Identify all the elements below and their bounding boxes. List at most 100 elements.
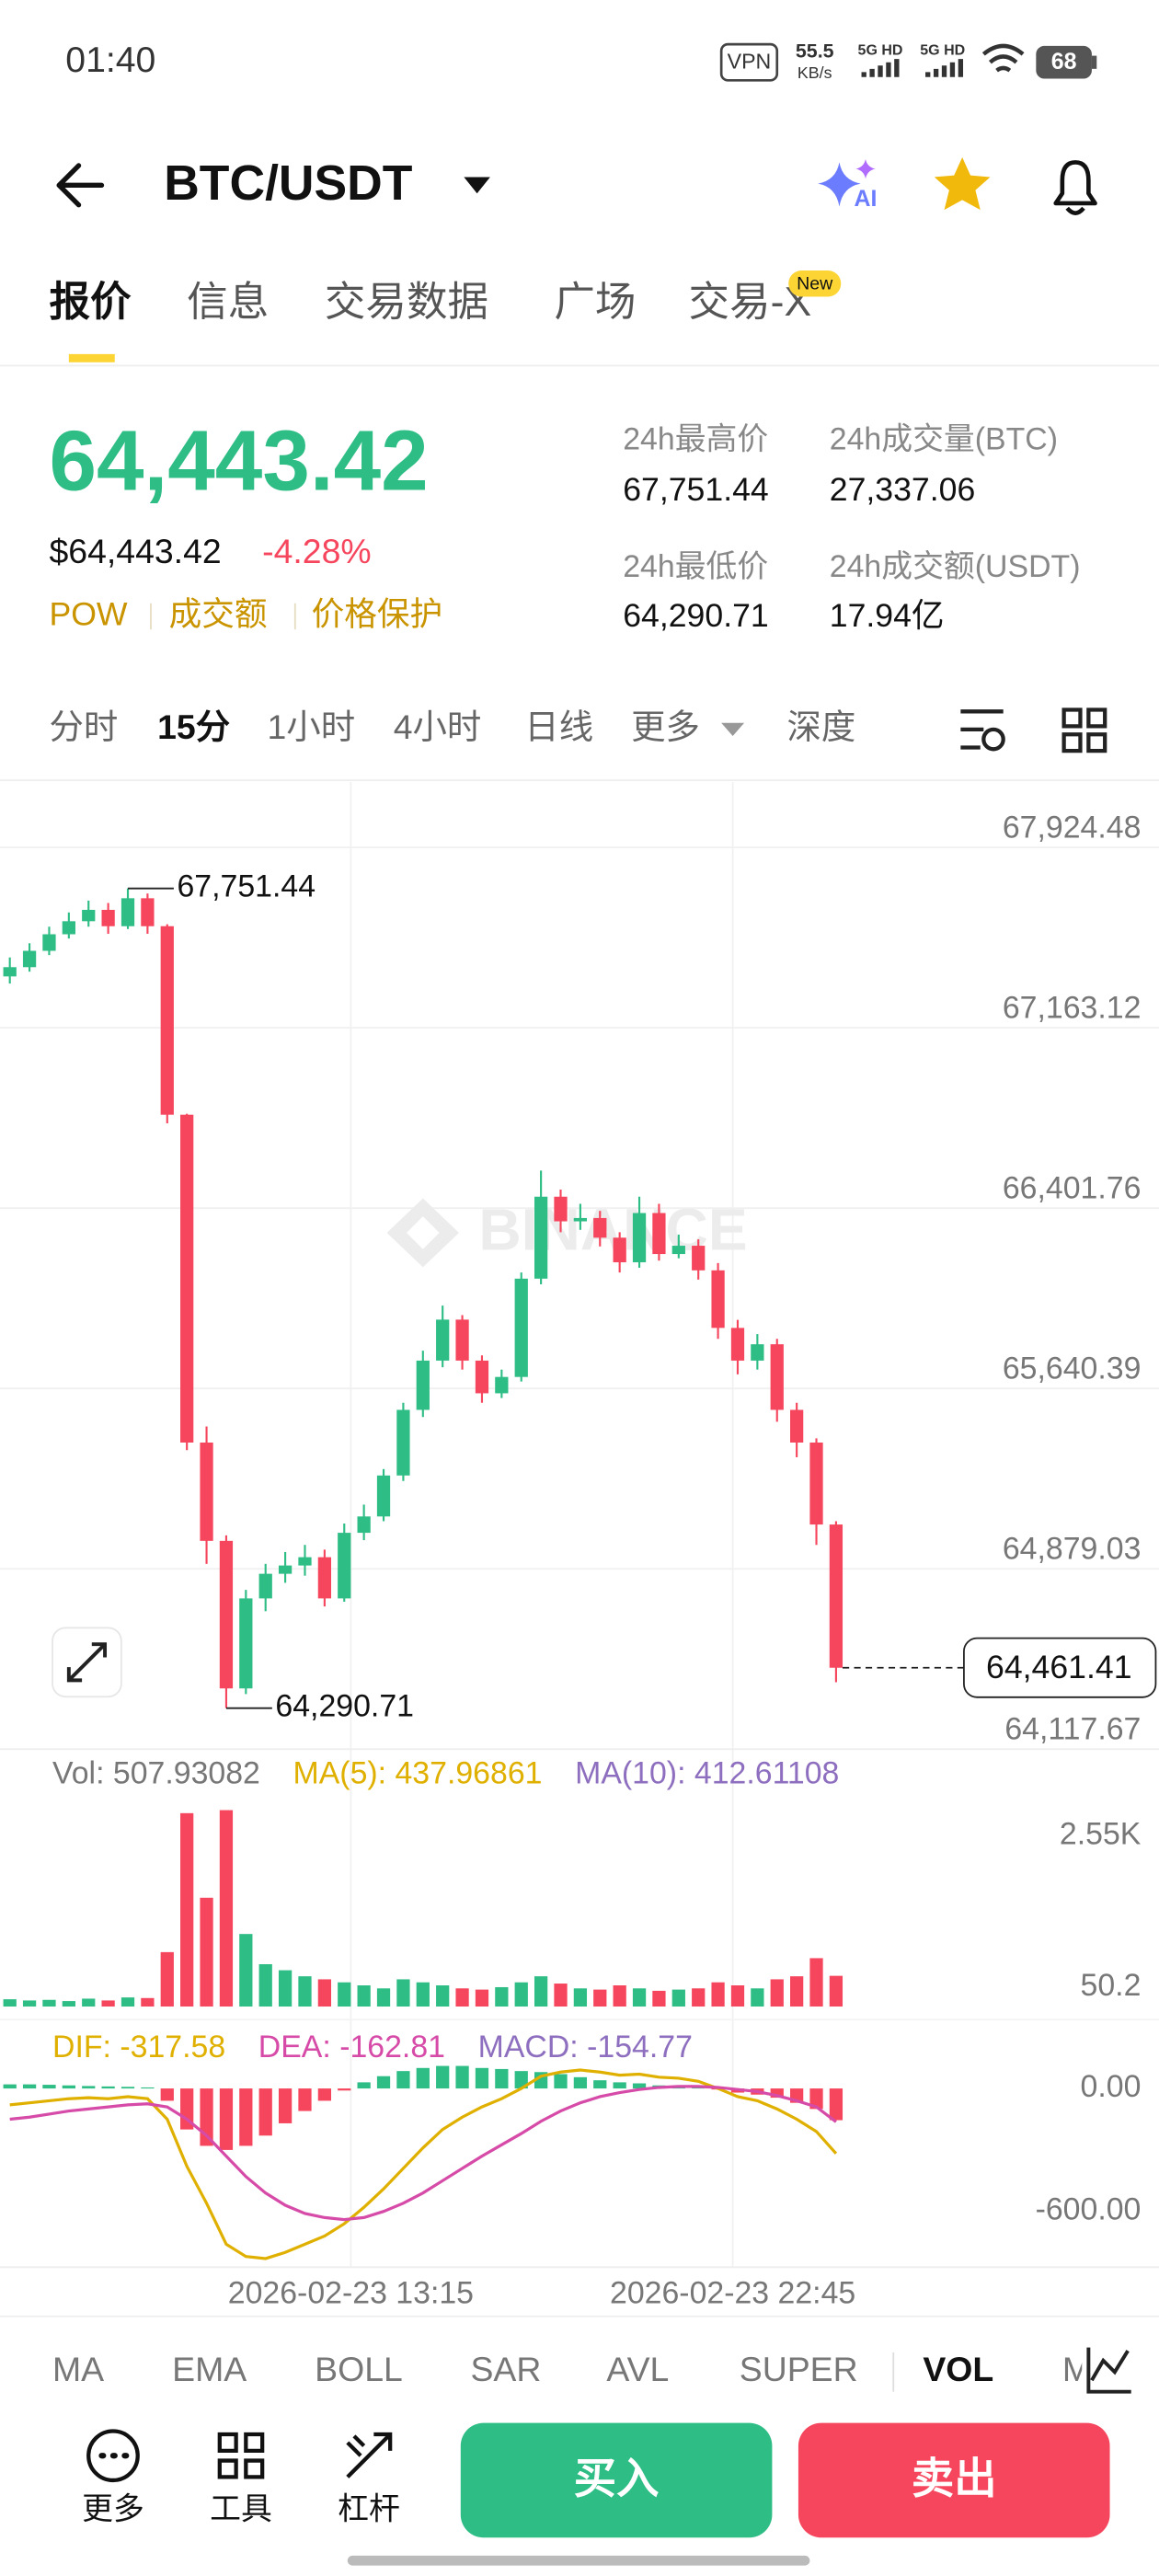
volume-bar bbox=[3, 1999, 17, 2007]
legend-item: DEA: -162.81 bbox=[258, 2030, 445, 2064]
last-price-label: 64,461.41 bbox=[986, 1649, 1132, 1685]
back-button[interactable] bbox=[56, 163, 105, 208]
candle-body bbox=[613, 1237, 626, 1263]
more-icon[interactable] bbox=[86, 2429, 140, 2483]
indicator[interactable]: BOLL bbox=[315, 2350, 403, 2388]
tab[interactable]: 交易数据 bbox=[325, 280, 488, 325]
candle-body bbox=[671, 1246, 685, 1255]
interval[interactable]: 分时 bbox=[49, 707, 118, 746]
legend-item: DIF: -317.58 bbox=[52, 2030, 225, 2064]
volume-bar bbox=[671, 1989, 685, 2007]
tag[interactable]: 价格保护 bbox=[312, 595, 443, 632]
macd-bar bbox=[455, 2065, 469, 2089]
indicator[interactable]: AVL bbox=[606, 2350, 669, 2388]
tool-label[interactable]: 更多 bbox=[82, 2492, 144, 2527]
interval[interactable]: 深度 bbox=[786, 707, 855, 746]
fullscreen-icon bbox=[66, 1642, 108, 1683]
volume-bar bbox=[160, 1951, 174, 2007]
candle-body bbox=[751, 1344, 764, 1361]
watermark: BINANCE bbox=[478, 1197, 747, 1263]
signal-icon bbox=[861, 59, 900, 77]
volume-bar bbox=[730, 1984, 745, 2007]
buy-label: 买入 bbox=[574, 2455, 660, 2502]
candle-body bbox=[692, 1246, 706, 1271]
interval[interactable]: 15分 bbox=[157, 707, 230, 746]
legend-item: MA(5): 437.96861 bbox=[293, 1756, 543, 1791]
legend-item: MA(10): 412.61108 bbox=[575, 1756, 839, 1791]
interval[interactable]: 更多 bbox=[631, 707, 700, 746]
indicator[interactable]: MA bbox=[52, 2350, 104, 2388]
notifications-bell[interactable] bbox=[1053, 160, 1097, 215]
chart-settings-icon[interactable] bbox=[960, 709, 1004, 750]
macd-bar bbox=[809, 2088, 823, 2110]
favorite-star[interactable] bbox=[934, 157, 991, 211]
buy-button[interactable] bbox=[460, 2422, 773, 2538]
tool-label[interactable]: 工具 bbox=[210, 2492, 272, 2527]
layout-icon[interactable] bbox=[1061, 707, 1107, 753]
volume-bar bbox=[593, 1989, 607, 2007]
change-percent: -4.28% bbox=[262, 532, 372, 570]
interval[interactable]: 1小时 bbox=[267, 707, 355, 746]
volume-bar bbox=[42, 1999, 56, 2007]
candle-body bbox=[593, 1217, 607, 1238]
volume-bar bbox=[62, 2001, 75, 2007]
indicator[interactable]: SUPER bbox=[740, 2350, 858, 2388]
tab[interactable]: 报价 bbox=[49, 280, 132, 325]
signal-label: 5G HD bbox=[920, 41, 965, 58]
tag[interactable]: POW bbox=[49, 595, 127, 632]
ai-label: AI bbox=[855, 186, 878, 212]
candle-body bbox=[632, 1213, 647, 1263]
macd-bar bbox=[554, 2074, 568, 2089]
interval[interactable]: 日线 bbox=[524, 707, 593, 746]
legend-item: Vol: 507.93082 bbox=[52, 1756, 260, 1791]
stat-label: 24h成交量(BTC) bbox=[830, 421, 1058, 456]
volume-bar bbox=[770, 1979, 784, 2007]
tab[interactable]: 广场 bbox=[554, 280, 636, 325]
volume-bar bbox=[180, 1812, 194, 2007]
indicator-settings[interactable] bbox=[1086, 2347, 1131, 2394]
sell-button[interactable] bbox=[798, 2422, 1110, 2538]
indicator[interactable]: SAR bbox=[470, 2350, 541, 2388]
macd-bar bbox=[101, 2086, 115, 2089]
volume-bar bbox=[338, 1982, 351, 2007]
candle-body bbox=[711, 1270, 725, 1328]
stat-label: 24h成交额(USDT) bbox=[830, 549, 1081, 584]
pair-dropdown[interactable] bbox=[464, 177, 490, 194]
tools-icon[interactable] bbox=[217, 2432, 265, 2479]
volume-bar bbox=[514, 1982, 528, 2007]
macd-bar bbox=[436, 2065, 450, 2089]
indicator[interactable]: VOL bbox=[923, 2350, 993, 2388]
candle-body bbox=[652, 1213, 666, 1255]
more-dropdown[interactable] bbox=[721, 722, 745, 737]
candle-body bbox=[790, 1409, 804, 1443]
macd-tick-label: -600.00 bbox=[1036, 2192, 1142, 2227]
macd-panel: DIF: -317.58 DEA: -162.81 MACD: -154.77 0.0… bbox=[3, 2030, 1142, 2260]
tool-label[interactable]: 杠杆 bbox=[338, 2492, 400, 2527]
vpn-box bbox=[719, 42, 779, 82]
y-tick-label: 67,924.48 bbox=[1003, 810, 1142, 845]
candle-body bbox=[200, 1442, 213, 1541]
sell-label: 卖出 bbox=[912, 2455, 997, 2502]
tag[interactable]: 成交额 bbox=[169, 595, 268, 632]
dif-line bbox=[9, 2068, 838, 2260]
chart-settings-icon bbox=[981, 727, 1005, 752]
ai-icon-spark bbox=[855, 158, 876, 179]
volume-bar bbox=[239, 1934, 253, 2007]
volume-tick-label: 50.2 bbox=[1081, 1968, 1142, 2003]
min-label: 64,290.71 bbox=[275, 1689, 414, 1724]
macd-bar bbox=[120, 2087, 135, 2089]
ai-icon[interactable] bbox=[818, 162, 861, 207]
stat-label: 24h最高价 bbox=[623, 421, 768, 456]
pair-title[interactable]: BTC/USDT bbox=[164, 156, 413, 211]
tab[interactable]: 信息 bbox=[187, 280, 269, 325]
volume-bar bbox=[120, 1997, 135, 2007]
volume-bar bbox=[829, 1975, 843, 2007]
leverage-icon[interactable] bbox=[346, 2432, 393, 2478]
macd-bar bbox=[298, 2088, 312, 2111]
volume-bar bbox=[278, 1970, 293, 2007]
volume-bar bbox=[652, 1990, 666, 2007]
indicator[interactable]: EMA bbox=[172, 2350, 247, 2388]
volume-bar bbox=[790, 1976, 804, 2007]
interval[interactable]: 4小时 bbox=[394, 707, 482, 746]
x-tick-label: 2026-02-23 13:15 bbox=[228, 2276, 474, 2311]
